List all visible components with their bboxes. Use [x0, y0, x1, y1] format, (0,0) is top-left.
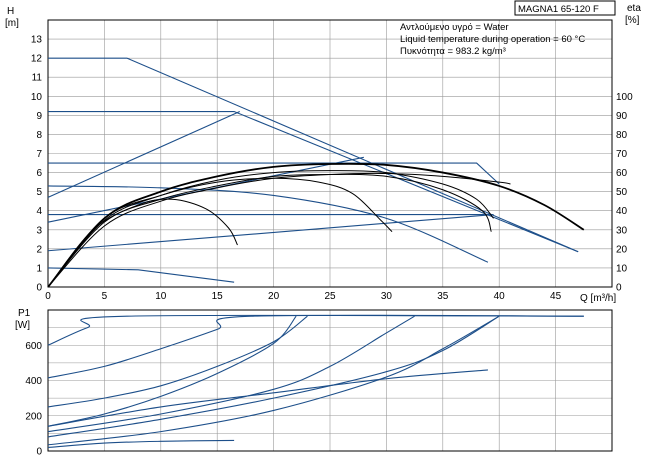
head-series-efficiency-14: [47, 172, 511, 288]
head-plot-frame: [47, 19, 613, 288]
power-tick-label: 400: [25, 376, 42, 387]
model-box: [514, 0, 616, 16]
eta-tick-label: 90: [616, 111, 628, 122]
power-axis-label: P1: [18, 308, 31, 319]
head-axis-unit: [m]: [5, 18, 19, 29]
power-series-7: [47, 369, 488, 427]
power-tick-label: 600: [25, 341, 42, 352]
model-label: MAGNA1 65-120 F: [518, 4, 599, 15]
head-tick-label: 5: [36, 187, 42, 198]
power-axis-unit: [W]: [15, 320, 30, 331]
eta-tick-label: 50: [616, 187, 628, 198]
head-series-efficiency-9: [47, 162, 585, 288]
x-tick-label: 45: [550, 291, 562, 302]
eta-tick-label: 0: [616, 283, 622, 294]
x-tick-label: 0: [45, 291, 51, 302]
head-tick-label: 7: [36, 149, 42, 160]
head-tick-label: 9: [36, 111, 42, 122]
head-grid: [47, 19, 613, 288]
info-liquid: Αντλούμενο υγρό = Water: [400, 22, 509, 33]
eta-tick-label: 30: [616, 225, 628, 236]
head-tick-label: 0: [36, 283, 42, 294]
power-series-0: [47, 314, 584, 346]
x-tick-label: 10: [155, 291, 167, 302]
head-tick-label: 10: [31, 92, 43, 103]
head-axis-label: H: [7, 6, 14, 17]
info-density: Πυκνότητα = 983.2 kg/m³: [400, 46, 506, 57]
power-series-3: [47, 315, 297, 427]
head-tick-label: 11: [32, 73, 43, 84]
x-tick-label: 5: [102, 291, 108, 302]
head-series-efficiency-12: [47, 177, 393, 288]
power-series-1: [47, 314, 584, 379]
power-series-2: [47, 315, 308, 408]
head-series-efficiency-11: [47, 173, 492, 288]
x-tick-label: 25: [324, 291, 336, 302]
head-tick-label: 3: [36, 225, 42, 236]
head-series-system-6: [47, 111, 240, 198]
head-tick-label: 8: [36, 130, 42, 141]
power-series-5: [47, 315, 500, 438]
eta-tick-label: 40: [616, 206, 628, 217]
eta-tick-label: 80: [616, 130, 628, 141]
flow-axis-label: Q [m³/h]: [580, 293, 616, 304]
eta-tick-label: 60: [616, 168, 628, 179]
head-series-efficiency-13: [47, 198, 238, 288]
power-series-4: [47, 315, 415, 433]
eta-tick-label: 10: [616, 263, 628, 274]
head-series-pump-1: [48, 110, 579, 253]
power-tick-label: 200: [25, 411, 42, 422]
head-tick-label: 12: [31, 54, 43, 65]
head-series-system-8: [47, 213, 494, 252]
power-plot-frame: [47, 309, 613, 452]
head-tick-label: 1: [36, 263, 42, 274]
tick-labels-group: 0 5 10 15 20 25 30 35 40 450123456789101112130102…: [25, 35, 633, 458]
eta-axis-label: eta: [627, 3, 641, 14]
x-tick-label: 35: [437, 291, 449, 302]
x-tick-label: 30: [381, 291, 393, 302]
x-tick-label: 15: [212, 291, 224, 302]
power-series-group: [47, 314, 584, 449]
x-tick-label: 20: [268, 291, 280, 302]
eta-tick-label: 100: [616, 92, 633, 103]
eta-axis-unit: [%]: [625, 15, 640, 26]
head-tick-label: 2: [36, 244, 42, 255]
head-tick-label: 6: [36, 168, 42, 179]
head-series-pump-2: [48, 162, 500, 185]
info-temperature: Liquid temperature during operation = 60…: [400, 34, 585, 45]
power-series-8: [47, 439, 235, 449]
x-tick-label: 40: [494, 291, 506, 302]
power-tick-label: 0: [36, 447, 42, 458]
head-series-group: [47, 57, 585, 288]
power-grid: [47, 309, 613, 452]
power-series-6: [47, 315, 500, 446]
eta-tick-label: 70: [616, 149, 628, 160]
head-series-pump-3: [47, 185, 489, 263]
eta-tick-label: 20: [616, 244, 628, 255]
head-series-efficiency-10: [47, 170, 494, 288]
head-series-pump-0: [48, 57, 579, 253]
head-tick-label: 13: [31, 35, 43, 46]
head-tick-label: 4: [36, 206, 42, 217]
head-series-pump-5: [47, 267, 235, 283]
